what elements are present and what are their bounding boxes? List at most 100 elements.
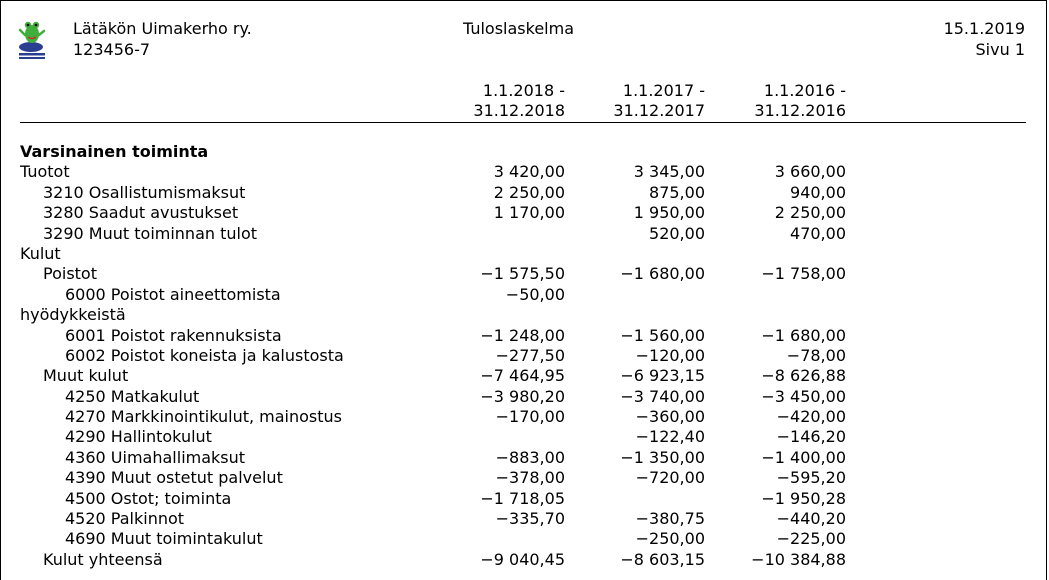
period-start: 1.1.2018 - xyxy=(482,81,565,100)
row-label: Kulut yhteensä xyxy=(43,549,163,569)
period-start: 1.1.2016 - xyxy=(763,81,846,100)
row-label: 3210 Osallistumismaksut xyxy=(43,182,246,202)
row-value: −1 680,00 xyxy=(620,264,705,284)
row-value: −380,75 xyxy=(635,509,705,529)
row-label: Tuotot xyxy=(20,162,70,182)
row-value: −420,00 xyxy=(776,407,846,427)
row-value: −120,00 xyxy=(635,345,705,365)
row-value: −250,00 xyxy=(635,529,705,549)
period-end: 31.12.2016 xyxy=(754,101,846,120)
table-row: 4390 Muut ostetut palvelut −378,00 −720,00… xyxy=(20,468,850,488)
row-value: −3 740,00 xyxy=(620,386,705,406)
organization-id: 123456-7 xyxy=(73,40,151,59)
income-statement-table: Varsinainen toiminta Tuotot 3 420,00 3 345,… xyxy=(20,142,850,570)
row-value: −277,50 xyxy=(495,345,565,365)
row-value: −360,00 xyxy=(635,407,705,427)
row-value: −7 464,95 xyxy=(480,366,565,386)
table-row: 4270 Markkinointikulut, mainostus −170,00… xyxy=(20,407,850,427)
table-row: 4360 Uimahallimaksut −883,00 −1 350,00 −1 4… xyxy=(20,448,850,468)
table-row: 6000 Poistot aineettomista −50,00 xyxy=(20,285,850,305)
row-label: 6002 Poistot koneista ja kalustosta xyxy=(65,345,344,365)
organization-name: Lätäkön Uimakerho ry. xyxy=(73,19,252,38)
row-value: 875,00 xyxy=(649,182,705,202)
row-value: −1 950,28 xyxy=(761,488,846,508)
table-row: Kulut xyxy=(20,244,850,264)
section-heading-row: Varsinainen toiminta xyxy=(20,142,850,162)
row-value: −1 575,50 xyxy=(480,264,565,284)
row-value: 1 170,00 xyxy=(493,203,565,223)
row-value: −10 384,88 xyxy=(751,549,846,569)
table-row: 3290 Muut toiminnan tulot 520,00 470,00 xyxy=(20,224,850,244)
row-label: Muut kulut xyxy=(43,366,129,386)
row-value: 520,00 xyxy=(649,223,705,243)
row-value: −335,70 xyxy=(495,509,565,529)
table-row: 4690 Muut toimintakulut −250,00 −225,00 xyxy=(20,529,850,549)
row-label: 4270 Markkinointikulut, mainostus xyxy=(65,407,342,427)
table-row: Muut kulut −7 464,95 −6 923,15 −8 626,88 xyxy=(20,366,850,386)
table-row: Poistot −1 575,50 −1 680,00 −1 758,00 xyxy=(20,264,850,284)
row-value: −1 350,00 xyxy=(620,447,705,467)
row-value: 3 660,00 xyxy=(774,162,846,182)
row-value: −8 626,88 xyxy=(761,366,846,386)
row-value: −78,00 xyxy=(786,345,846,365)
row-value: −1 680,00 xyxy=(761,325,846,345)
period-header: 1.1.2018 - 31.12.2018 xyxy=(425,81,565,121)
row-value: 1 950,00 xyxy=(633,203,705,223)
row-value: −1 248,00 xyxy=(480,325,565,345)
row-label: 3280 Saadut avustukset xyxy=(43,203,239,223)
row-value: 2 250,00 xyxy=(493,182,565,202)
row-value: −440,20 xyxy=(776,509,846,529)
row-value: −6 923,15 xyxy=(620,366,705,386)
row-value: 2 250,00 xyxy=(774,203,846,223)
row-value: −50,00 xyxy=(505,284,565,304)
frog-mascot-logo xyxy=(18,21,46,59)
table-row: hyödykkeistä xyxy=(20,305,850,325)
row-label: 4360 Uimahallimaksut xyxy=(65,447,246,467)
row-value: −3 450,00 xyxy=(761,386,846,406)
row-label: hyödykkeistä xyxy=(20,305,126,325)
row-value: 940,00 xyxy=(790,182,846,202)
report-meta: 15.1.2019 Sivu 1 xyxy=(944,18,1025,60)
row-value: −883,00 xyxy=(495,447,565,467)
row-value: −146,20 xyxy=(776,427,846,447)
page-number: Sivu 1 xyxy=(975,40,1025,59)
row-value: −170,00 xyxy=(495,407,565,427)
report-date: 15.1.2019 xyxy=(943,19,1025,38)
row-label: 6001 Poistot rakennuksista xyxy=(65,325,282,345)
row-value: 3 345,00 xyxy=(633,162,705,182)
row-value: −1 560,00 xyxy=(620,325,705,345)
period-header: 1.1.2017 - 31.12.2017 xyxy=(565,81,705,121)
row-label: Poistot xyxy=(43,264,97,284)
table-row: Kulut yhteensä −9 040,45 −8 603,15 −10 384,… xyxy=(20,550,850,570)
table-row: 4290 Hallintokulut −122,40 −146,20 xyxy=(20,427,850,447)
row-label: 4290 Hallintokulut xyxy=(65,427,212,447)
row-value: −9 040,45 xyxy=(480,549,565,569)
row-label: 3290 Muut toiminnan tulot xyxy=(43,223,258,243)
row-value: 3 420,00 xyxy=(493,162,565,182)
row-value: −378,00 xyxy=(495,468,565,488)
row-value: −595,20 xyxy=(776,468,846,488)
row-value: −3 980,20 xyxy=(480,386,565,406)
row-label: 4250 Matkakulut xyxy=(65,386,200,406)
table-row: 4250 Matkakulut −3 980,20 −3 740,00 −3 450,… xyxy=(20,387,850,407)
row-label: 4500 Ostot; toiminta xyxy=(65,488,232,508)
report-title: Tuloslaskelma xyxy=(463,19,575,38)
row-label: 4690 Muut toimintakulut xyxy=(65,529,263,549)
table-row: 6001 Poistot rakennuksista −1 248,00 −1 56… xyxy=(20,326,850,346)
period-end: 31.12.2018 xyxy=(473,101,565,120)
table-row: 4500 Ostot; toiminta −1 718,05 −1 950,28 xyxy=(20,489,850,509)
row-label: Varsinainen toiminta xyxy=(20,142,209,161)
period-start: 1.1.2017 - xyxy=(622,81,705,100)
row-label: 4390 Muut ostetut palvelut xyxy=(65,468,283,488)
table-row: 6002 Poistot koneista ja kalustosta −277,… xyxy=(20,346,850,366)
row-value: 470,00 xyxy=(790,223,846,243)
row-label: 4520 Palkinnot xyxy=(65,509,185,529)
header-divider xyxy=(20,122,1026,123)
row-value: −1 718,05 xyxy=(480,488,565,508)
row-value: −720,00 xyxy=(635,468,705,488)
row-value: −1 758,00 xyxy=(761,264,846,284)
row-value: −1 400,00 xyxy=(761,447,846,467)
period-header: 1.1.2016 - 31.12.2016 xyxy=(706,81,846,121)
period-end: 31.12.2017 xyxy=(613,101,705,120)
